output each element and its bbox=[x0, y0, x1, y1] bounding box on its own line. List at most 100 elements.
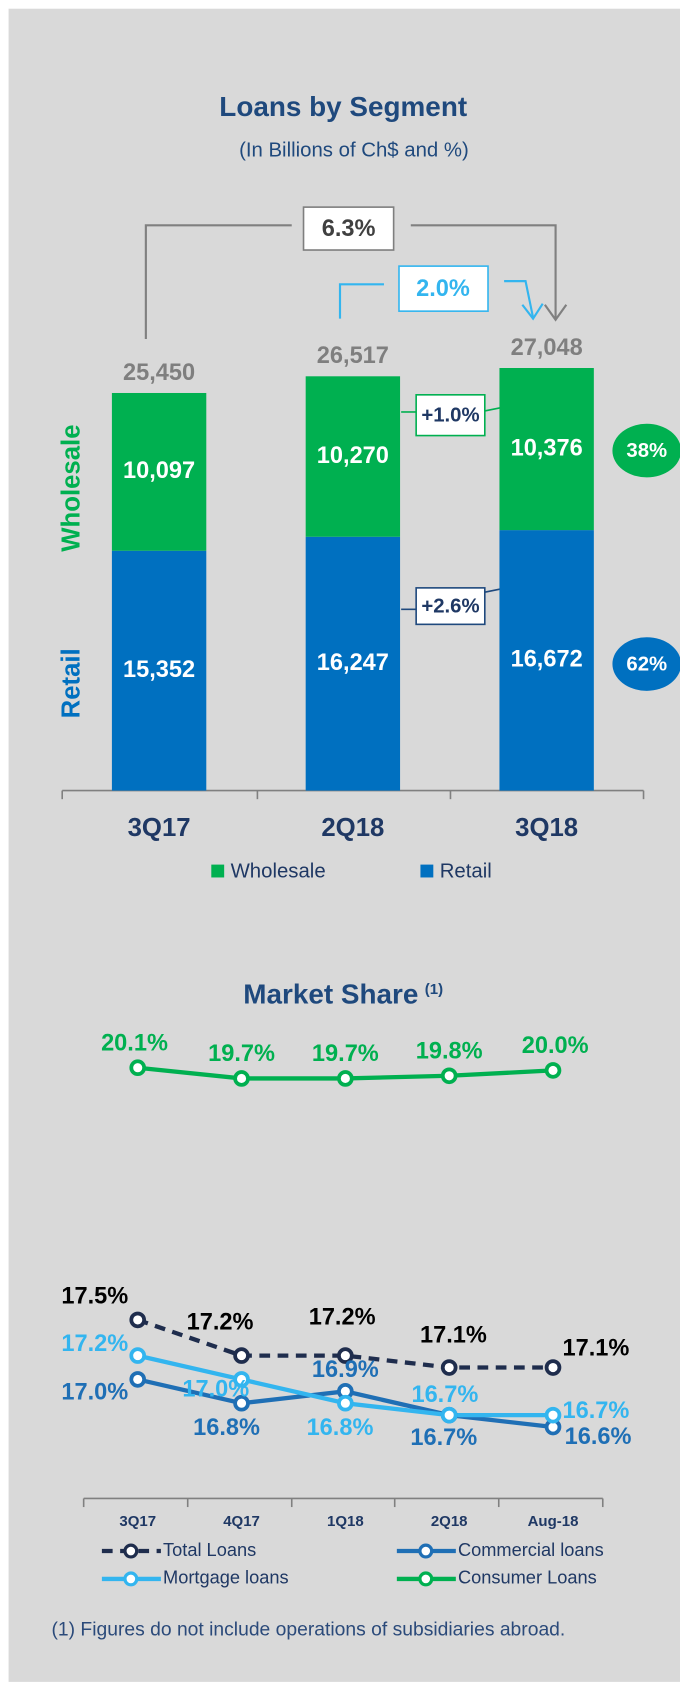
share-badge bbox=[612, 423, 680, 478]
point-label: 17.0% bbox=[182, 1375, 249, 1401]
bar-segment bbox=[111, 550, 207, 791]
annotation-box bbox=[415, 394, 486, 437]
legend-label: Mortgage loans bbox=[163, 1567, 289, 1588]
point-marker bbox=[544, 1359, 562, 1376]
bar-segment bbox=[305, 376, 401, 537]
point-marker bbox=[129, 1311, 147, 1329]
chart-title: Loans by Segment bbox=[219, 91, 467, 122]
annotation-box bbox=[415, 587, 486, 626]
bar-value-label: 10,270 bbox=[317, 442, 389, 468]
growth-connector bbox=[338, 280, 544, 321]
point-marker bbox=[337, 1394, 354, 1412]
annotation: 6.3% bbox=[322, 215, 376, 241]
point-label: 16.6% bbox=[565, 1423, 632, 1449]
bar-segment bbox=[499, 368, 594, 531]
legend-swatch bbox=[211, 864, 225, 878]
legend-swatch bbox=[420, 864, 434, 878]
bar-segment bbox=[111, 392, 207, 551]
point-marker bbox=[233, 1394, 250, 1412]
point-label: 17.2% bbox=[61, 1330, 128, 1356]
share-label: 38% bbox=[626, 440, 667, 462]
bar-value-label: 10,097 bbox=[123, 457, 195, 483]
segment-axis-label: Wholesale bbox=[58, 424, 86, 551]
point-label: 17.5% bbox=[61, 1283, 128, 1309]
point-label: 19.7% bbox=[312, 1040, 379, 1066]
annotation: 2.0% bbox=[416, 275, 470, 301]
point-label: 17.2% bbox=[309, 1303, 376, 1329]
growth-connector bbox=[401, 406, 502, 413]
point-marker bbox=[129, 1371, 147, 1388]
growth-connector bbox=[401, 588, 502, 611]
point-marker bbox=[129, 1347, 147, 1364]
x-tick-label: 3Q18 bbox=[515, 814, 578, 842]
point-label: 19.7% bbox=[208, 1040, 275, 1066]
bar-segment bbox=[499, 530, 594, 791]
point-label: 16.7% bbox=[411, 1381, 478, 1407]
point-marker bbox=[337, 1347, 354, 1364]
point-label: 16.8% bbox=[193, 1414, 260, 1440]
x-tick-label: Aug-18 bbox=[528, 1513, 579, 1530]
x-tick-label: 3Q17 bbox=[128, 814, 191, 842]
point-marker bbox=[440, 1067, 458, 1085]
x-tick-label: 2Q18 bbox=[431, 1513, 468, 1530]
title-text: Market Share bbox=[243, 979, 418, 1010]
point-label: 17.0% bbox=[61, 1379, 128, 1405]
bar-value-label: 16,672 bbox=[511, 646, 583, 672]
bar-value-label: 10,376 bbox=[511, 434, 583, 460]
bar-value-label: 16,247 bbox=[317, 649, 389, 675]
point-marker bbox=[129, 1059, 147, 1077]
point-label: 17.2% bbox=[187, 1309, 254, 1335]
series-line bbox=[137, 1317, 554, 1370]
bar-total-label: 27,048 bbox=[511, 334, 583, 360]
annotation: +1.0% bbox=[421, 405, 479, 427]
point-marker bbox=[337, 1070, 354, 1087]
legend-marker bbox=[418, 1571, 434, 1587]
point-label: 17.1% bbox=[562, 1335, 629, 1361]
chart-subtitle: (In Billions of Ch$ and %) bbox=[239, 140, 469, 162]
x-tick-label: 3Q17 bbox=[119, 1513, 156, 1530]
annotation: +2.6% bbox=[421, 596, 479, 618]
point-label: 16.8% bbox=[307, 1414, 374, 1440]
annotation-box bbox=[398, 265, 489, 312]
footnote: (1) Figures do not include operations of… bbox=[51, 1619, 565, 1640]
point-label: 20.1% bbox=[101, 1029, 168, 1055]
legend-label: Consumer Loans bbox=[458, 1567, 597, 1588]
point-label: 17.1% bbox=[420, 1322, 487, 1348]
share-label: 62% bbox=[626, 653, 667, 675]
share-badge bbox=[612, 637, 680, 691]
bar-value-label: 15,352 bbox=[123, 656, 195, 682]
point-label: 16.9% bbox=[312, 1356, 379, 1382]
point-label: 20.0% bbox=[522, 1032, 589, 1058]
bar-total-label: 25,450 bbox=[123, 359, 195, 385]
point-label: 16.7% bbox=[410, 1424, 477, 1450]
x-tick-label: 2Q18 bbox=[321, 814, 384, 842]
legend-label: Total Loans bbox=[163, 1539, 256, 1560]
point-marker bbox=[544, 1062, 562, 1079]
point-marker bbox=[440, 1406, 458, 1424]
legend-label: Commercial loans bbox=[458, 1539, 604, 1560]
point-label: 16.7% bbox=[562, 1397, 629, 1423]
annotation-box bbox=[302, 206, 395, 251]
bar-segment bbox=[305, 536, 401, 791]
point-marker bbox=[233, 1070, 250, 1087]
growth-connector bbox=[144, 224, 568, 340]
point-marker bbox=[233, 1371, 250, 1388]
x-tick-label: 4Q17 bbox=[223, 1513, 260, 1530]
x-tick-label: 1Q18 bbox=[327, 1513, 364, 1530]
title-note: (1) bbox=[425, 981, 443, 998]
legend-label: Wholesale bbox=[231, 860, 326, 882]
point-marker bbox=[440, 1359, 458, 1376]
legend-label: Retail bbox=[440, 860, 492, 882]
bar-total-label: 26,517 bbox=[317, 342, 389, 368]
x-axis bbox=[82, 1497, 604, 1508]
legend-marker bbox=[123, 1543, 139, 1559]
segment-axis-label: Retail bbox=[58, 648, 86, 718]
point-marker bbox=[544, 1406, 562, 1424]
chart-title: Market Share (1) bbox=[243, 979, 443, 1010]
legend-marker bbox=[123, 1571, 139, 1587]
legend-marker bbox=[418, 1543, 434, 1559]
point-label: 19.8% bbox=[416, 1037, 483, 1063]
point-marker bbox=[233, 1347, 250, 1364]
